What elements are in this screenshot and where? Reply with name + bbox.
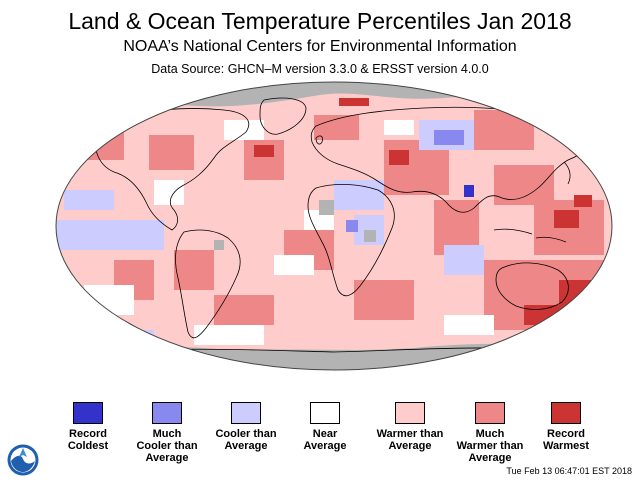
- indonesia-outline: [493, 228, 567, 243]
- australia-outline: [495, 262, 569, 310]
- legend-cooler: Cooler than Average: [204, 402, 288, 452]
- south-america-outline: [175, 229, 241, 339]
- header: Land & Ocean Temperature Percentiles Jan…: [0, 8, 640, 78]
- legend-record-coldest: Record Coldest: [46, 402, 130, 452]
- legend-label: Near Average: [303, 428, 347, 452]
- legend-swatch: [231, 402, 261, 424]
- legend-label: Cooler than Average: [215, 428, 277, 452]
- africa-outline: [307, 184, 395, 297]
- legend-much-warmer: Much Warmer than Average: [448, 402, 532, 464]
- legend-near-average: Near Average: [283, 402, 367, 452]
- legend-label: Record Warmest: [542, 428, 590, 452]
- map-title: Land & Ocean Temperature Percentiles Jan…: [68, 8, 572, 34]
- legend-swatch: [395, 402, 425, 424]
- data-source: Data Source: GHCN–M version 3.3.0 & ERSS…: [151, 62, 489, 76]
- legend-warmer: Warmer than Average: [368, 402, 452, 452]
- legend-swatch: [73, 402, 103, 424]
- uk-outline: [315, 135, 323, 145]
- globe-border: [55, 81, 613, 371]
- timestamp: Tue Feb 13 06:47:01 EST 2018: [506, 466, 632, 476]
- map-subtitle: NOAA’s National Centers for Environmenta…: [123, 38, 517, 55]
- greenland-outline: [259, 97, 307, 135]
- noaa-logo-icon: [7, 444, 39, 476]
- legend-much-cooler: Much Cooler than Average: [125, 402, 209, 464]
- legend-swatch: [310, 402, 340, 424]
- interior-no-data: [214, 200, 376, 250]
- japan-outline: [563, 161, 571, 185]
- north-america-outline: [95, 108, 250, 231]
- world-percentile-map: [55, 81, 613, 371]
- legend-swatch: [475, 402, 505, 424]
- legend-label: Warmer than Average: [376, 428, 444, 452]
- legend-record-warmest: Record Warmest: [524, 402, 608, 452]
- near-average-regions: [84, 120, 494, 345]
- legend-label: Record Coldest: [67, 428, 109, 452]
- legend-swatch: [551, 402, 581, 424]
- legend-swatch: [152, 402, 182, 424]
- legend-label: Much Cooler than Average: [136, 428, 198, 464]
- legend-label: Much Warmer than Average: [456, 428, 524, 464]
